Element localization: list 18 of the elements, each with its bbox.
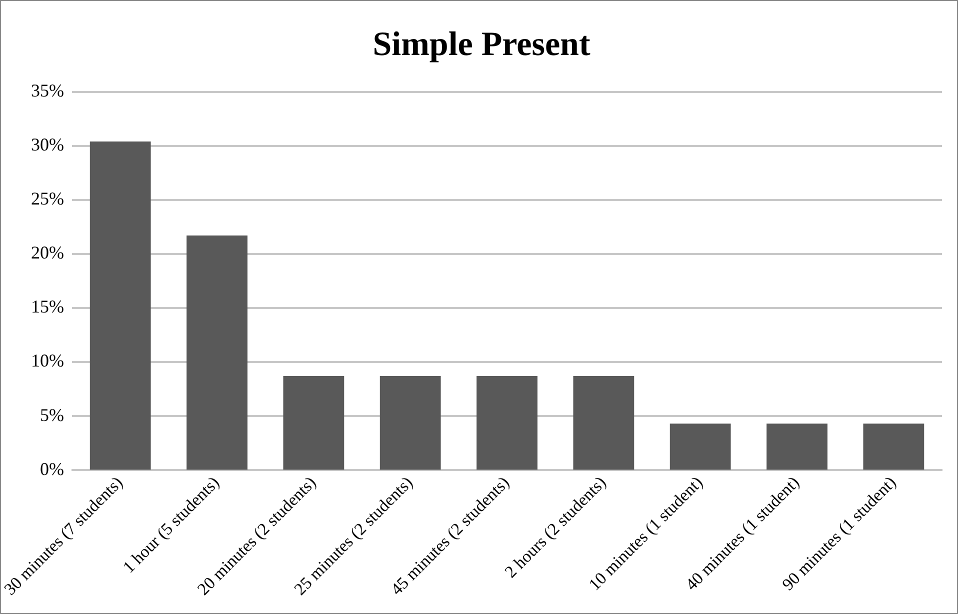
y-tick-label: 35% (31, 80, 64, 101)
bar (573, 376, 634, 470)
bar (863, 424, 924, 470)
y-tick-label: 30% (31, 134, 64, 155)
bar (670, 424, 731, 470)
bar (186, 236, 248, 470)
y-tick-label: 10% (31, 350, 64, 371)
y-tick-label: 20% (31, 242, 64, 263)
y-tick-label: 25% (31, 188, 64, 209)
y-tick-label: 0% (40, 458, 64, 479)
bar (476, 376, 538, 470)
y-tick-label: 5% (40, 404, 64, 425)
bar (766, 424, 828, 470)
bar (90, 142, 151, 470)
bar (283, 376, 344, 470)
y-tick-label: 15% (31, 296, 64, 317)
bar (380, 376, 441, 470)
chart-title: Simple Present (372, 26, 591, 64)
